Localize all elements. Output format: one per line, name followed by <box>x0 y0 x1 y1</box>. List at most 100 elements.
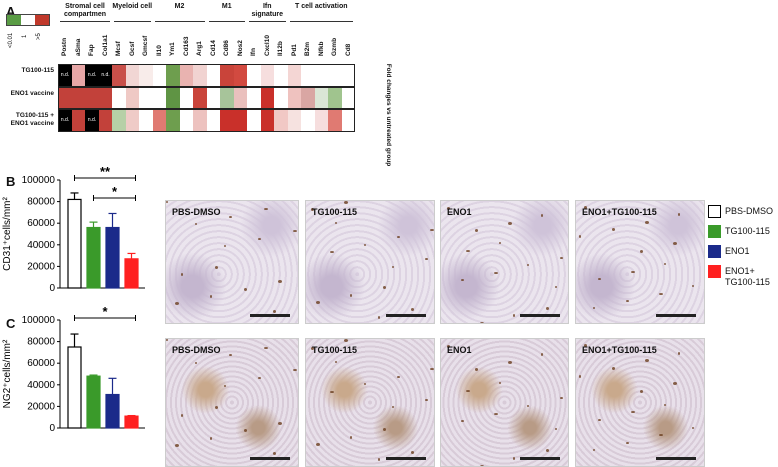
heatmap-group-title: M2 <box>174 3 185 10</box>
stain-spot <box>527 405 530 408</box>
stain-spot <box>175 302 180 306</box>
heatmap-cell <box>314 64 329 87</box>
stain-spot <box>166 201 168 203</box>
stain-spot <box>499 382 502 385</box>
stain-spot <box>195 222 198 225</box>
gene-label: Nfkb <box>317 41 325 56</box>
stain-spot <box>560 397 564 400</box>
heatmap-group-divider <box>249 21 286 22</box>
gene-label: Fap <box>88 44 95 56</box>
scale-bar <box>520 314 560 317</box>
legend-swatch <box>708 205 721 218</box>
heatmap-cell <box>139 64 153 87</box>
stain-spot <box>541 352 544 356</box>
stain-spot <box>631 411 636 414</box>
legend-label: ENO1+ TG100-115 <box>725 266 770 287</box>
gene-label: Il12b <box>277 41 284 56</box>
stain-spot <box>466 389 471 392</box>
legend-label: PBS-DMSO <box>725 206 774 216</box>
gene-label: Il10 <box>155 45 163 56</box>
heatmap-cell <box>179 109 194 132</box>
gene-label: Postn <box>61 37 68 56</box>
stain-spot <box>678 351 681 355</box>
gene-label: Cd163 <box>182 36 190 56</box>
stain-spot <box>292 230 297 233</box>
stain-spot <box>611 227 615 231</box>
stain-spot <box>377 458 380 462</box>
stain-spot <box>447 207 451 211</box>
stain-spot <box>209 294 212 298</box>
micrograph-label: TG100-115 <box>312 207 358 217</box>
micrograph-label: ENO1+TG100-115 <box>582 345 657 355</box>
heatmap-cell <box>98 86 113 109</box>
stain-spot <box>377 315 380 319</box>
significance-label: ** <box>100 164 111 179</box>
heatmap-cell <box>274 64 288 87</box>
stain-spot <box>410 450 414 454</box>
scale-bar <box>386 314 426 317</box>
heatmap-cell <box>112 109 126 132</box>
stain-spot <box>461 420 465 423</box>
gene-label: Cd8 <box>344 43 352 56</box>
heatmap-cell <box>112 86 126 109</box>
stain-spot <box>592 449 595 452</box>
stain-spot <box>597 419 601 421</box>
bar <box>124 415 139 429</box>
stain-spot <box>363 243 366 246</box>
heatmap-cell <box>287 109 302 132</box>
bar <box>105 393 120 429</box>
heatmap-cell <box>206 64 221 87</box>
stain-spot <box>396 375 400 378</box>
heatmap-group-divider <box>208 21 245 22</box>
significance-label: * <box>102 304 108 319</box>
stain-spot <box>494 271 499 274</box>
stain-spot <box>659 292 664 295</box>
heatmap-cell <box>287 86 302 109</box>
heatmap-cell <box>220 64 234 87</box>
heatmap-cell <box>98 109 113 132</box>
gene-label: Arg1 <box>196 41 203 56</box>
y-tick-label: 20000 <box>27 261 55 272</box>
stain-spot <box>645 359 650 363</box>
gene-label: Ifn <box>250 48 257 56</box>
y-axis-label: NG2⁺cells/mm² <box>2 339 13 408</box>
y-tick-label: 60000 <box>27 358 55 369</box>
stain-spot <box>214 406 218 410</box>
y-tick-label: 100000 <box>22 315 56 326</box>
stain-spot <box>447 345 451 349</box>
micrograph-label: ENO1+TG100-115 <box>582 207 657 217</box>
heatmap-cell <box>139 86 153 109</box>
micrograph-image: PBS-DMSO <box>165 200 299 324</box>
stain-spot <box>311 208 315 212</box>
heatmap-cell <box>166 86 180 109</box>
heatmap-cell: n.d. <box>58 109 72 132</box>
stain-spot <box>278 280 283 284</box>
gene-label: Mcsf <box>115 41 122 56</box>
gene-label: aSma <box>74 38 82 56</box>
heatmap-cell <box>152 86 167 109</box>
heatmap-cell <box>85 86 99 109</box>
stain-spot <box>673 242 678 246</box>
y-tick-label: 80000 <box>27 337 55 348</box>
scale-bar <box>250 457 290 460</box>
gene-label: Nos2 <box>236 40 244 56</box>
stain-spot <box>316 301 321 305</box>
heatmap-cell <box>328 109 342 132</box>
stain-spot <box>664 263 667 266</box>
heatmap-group-divider <box>60 21 110 22</box>
heatmap-cell <box>152 109 167 132</box>
scale-bar <box>656 457 696 460</box>
heatmap-cell <box>206 109 221 132</box>
stain-spot <box>382 286 386 290</box>
stain-spot <box>578 374 581 378</box>
heatmap-cell <box>328 86 342 109</box>
panel-letter-b: B <box>6 174 16 189</box>
stain-spot <box>480 321 485 323</box>
gene-label: Gmcsf <box>142 35 149 56</box>
heatmap-cell: n.d. <box>85 109 99 132</box>
panel-letter-a: A <box>6 4 16 19</box>
y-tick-label: 100000 <box>22 175 56 186</box>
heatmap-cell <box>125 109 140 132</box>
stain-spot <box>513 457 516 461</box>
y-axis-label: CD31⁺cells/mm² <box>2 197 13 271</box>
